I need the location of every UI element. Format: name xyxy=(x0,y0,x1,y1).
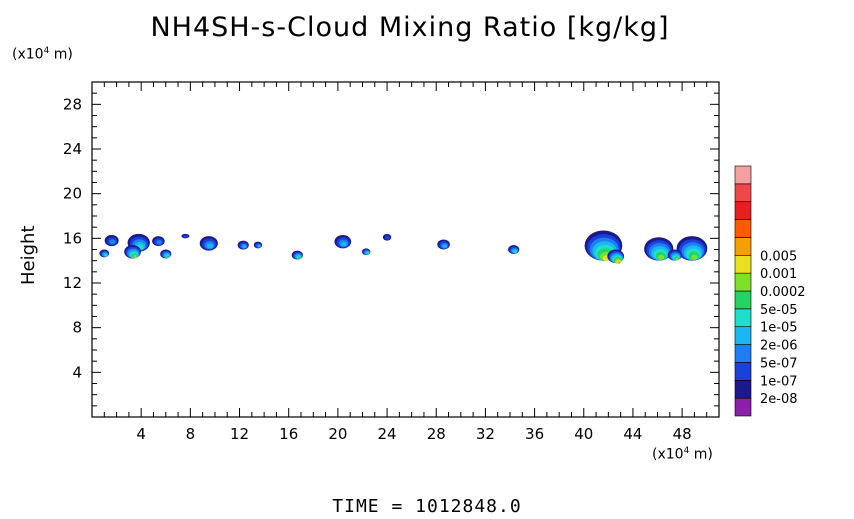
cloud-contour-level xyxy=(206,243,214,249)
colorbar-label: 0.0002 xyxy=(760,285,806,300)
colorbar-label: 0.005 xyxy=(760,249,797,264)
cloud-contour-level xyxy=(341,241,347,247)
colorbar-label: 0.001 xyxy=(760,267,797,282)
cloud-contour-level xyxy=(183,234,189,238)
colorbar-label: 2e-06 xyxy=(760,339,798,354)
cloud-cell xyxy=(99,249,110,258)
x-tick-label: 40 xyxy=(574,425,593,443)
colorbar-swatch xyxy=(734,272,752,292)
y-tick-label: 4 xyxy=(72,363,82,381)
x-tick-label: 8 xyxy=(186,425,196,443)
cloud-contour-level xyxy=(367,252,370,255)
cloud-contour-level xyxy=(166,255,170,258)
y-tick-label: 16 xyxy=(63,229,82,247)
colorbar-label: 5e-05 xyxy=(760,303,798,318)
y-tick-label: 24 xyxy=(63,140,82,158)
y-axis-unit: (x104 m) xyxy=(12,46,73,63)
cloud-contour-level xyxy=(109,239,116,245)
colorbar-swatch xyxy=(734,183,752,203)
cloud-cell xyxy=(160,249,172,259)
cloud-field xyxy=(99,230,708,264)
cloud-contour-level xyxy=(691,254,698,260)
y-tick-label: 12 xyxy=(63,274,82,292)
cloud-contour-level xyxy=(442,244,447,249)
cloud-cell xyxy=(253,241,263,249)
colorbar-label: 1e-05 xyxy=(760,321,798,336)
cloud-cell xyxy=(334,234,352,249)
cloud-cell xyxy=(676,236,708,261)
cloud-cell xyxy=(104,234,119,247)
cloud-cell xyxy=(382,233,392,241)
cloud-contour-level xyxy=(617,261,621,264)
x-tick-label: 4 xyxy=(136,425,146,443)
cloud-cell xyxy=(508,245,520,254)
cloud-contour-level xyxy=(257,245,261,248)
colorbar-swatch xyxy=(734,254,752,274)
colorbar-swatch xyxy=(734,379,752,399)
x-tick-label: 16 xyxy=(279,425,298,443)
time-readout: TIME = 1012848.0 xyxy=(332,496,522,517)
x-tick-label: 44 xyxy=(623,425,642,443)
colorbar-swatch xyxy=(734,290,752,310)
colorbar-swatch xyxy=(734,165,752,185)
y-tick-label: 8 xyxy=(72,319,82,337)
x-tick-label: 20 xyxy=(328,425,347,443)
chart-title: NH4SH-s-Cloud Mixing Ratio [kg/kg] xyxy=(150,12,670,43)
cloud-cell xyxy=(237,240,249,250)
cloud-cell xyxy=(667,249,682,261)
colorbar-swatch xyxy=(734,219,752,238)
colorbar-swatch xyxy=(734,308,752,328)
cloud-cell xyxy=(644,237,674,261)
x-tick-label: 24 xyxy=(378,425,397,443)
cloud-cell xyxy=(124,245,141,259)
y-tick-label: 28 xyxy=(63,95,82,113)
cloud-contour-level xyxy=(675,257,679,261)
y-tick-label: 20 xyxy=(63,185,82,203)
x-axis-unit: (x104 m) xyxy=(652,446,713,463)
x-tick-label: 48 xyxy=(673,425,692,443)
colorbar-swatch xyxy=(734,201,752,220)
cloud-cell xyxy=(199,236,218,251)
colorbar-label: 1e-07 xyxy=(760,374,798,389)
cloud-cell xyxy=(152,236,165,247)
cloud-contour-level xyxy=(242,245,247,249)
colorbar-label: 5e-07 xyxy=(760,356,798,371)
colorbar-swatch xyxy=(734,362,752,381)
cloud-cell xyxy=(291,250,303,260)
cloud-contour-level xyxy=(156,240,162,245)
x-tick-label: 28 xyxy=(427,425,446,443)
plot-frame xyxy=(91,81,720,418)
cloud-cell xyxy=(607,249,625,264)
cloud-contour-level xyxy=(384,235,391,240)
x-tick-label: 32 xyxy=(476,425,495,443)
cloud-cell xyxy=(361,248,371,256)
colorbar-swatch xyxy=(734,397,752,417)
cloud-contour-level xyxy=(104,254,108,257)
x-tick-label: 12 xyxy=(230,425,249,443)
cloud-cell xyxy=(181,233,190,239)
cloud-contour-level xyxy=(133,255,137,258)
cloud-contour-level xyxy=(658,254,665,260)
colorbar-swatch xyxy=(734,237,752,256)
cloud-cell xyxy=(437,239,450,250)
cloud-contour-level xyxy=(513,250,517,253)
colorbar-swatch xyxy=(734,344,752,363)
colorbar-swatch xyxy=(734,326,752,345)
colorbar-label: 2e-08 xyxy=(760,392,798,407)
x-tick-label: 36 xyxy=(525,425,544,443)
cloud-contour-level xyxy=(297,256,301,259)
colorbar: 2e-08 1e-07 5e-07 2e-06 1e-05 5e-05 0.0002 0.00… xyxy=(734,165,806,417)
